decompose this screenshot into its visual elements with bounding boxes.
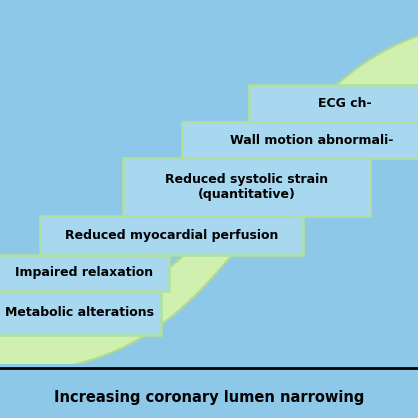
FancyBboxPatch shape: [182, 122, 418, 158]
Text: Wall motion abnormali-: Wall motion abnormali-: [230, 133, 393, 147]
Text: ECG ch-: ECG ch-: [318, 97, 372, 110]
FancyBboxPatch shape: [249, 85, 418, 122]
Text: Reduced myocardial perfusion: Reduced myocardial perfusion: [65, 229, 278, 242]
FancyBboxPatch shape: [0, 255, 169, 291]
Text: Impaired relaxation: Impaired relaxation: [15, 266, 153, 279]
Text: Reduced systolic strain
(quantitative): Reduced systolic strain (quantitative): [165, 173, 328, 201]
Text: Increasing coronary lumen narrowing: Increasing coronary lumen narrowing: [54, 390, 364, 405]
FancyBboxPatch shape: [40, 217, 303, 255]
FancyBboxPatch shape: [0, 291, 161, 334]
FancyBboxPatch shape: [123, 158, 370, 217]
Text: Metabolic alterations: Metabolic alterations: [5, 306, 154, 319]
